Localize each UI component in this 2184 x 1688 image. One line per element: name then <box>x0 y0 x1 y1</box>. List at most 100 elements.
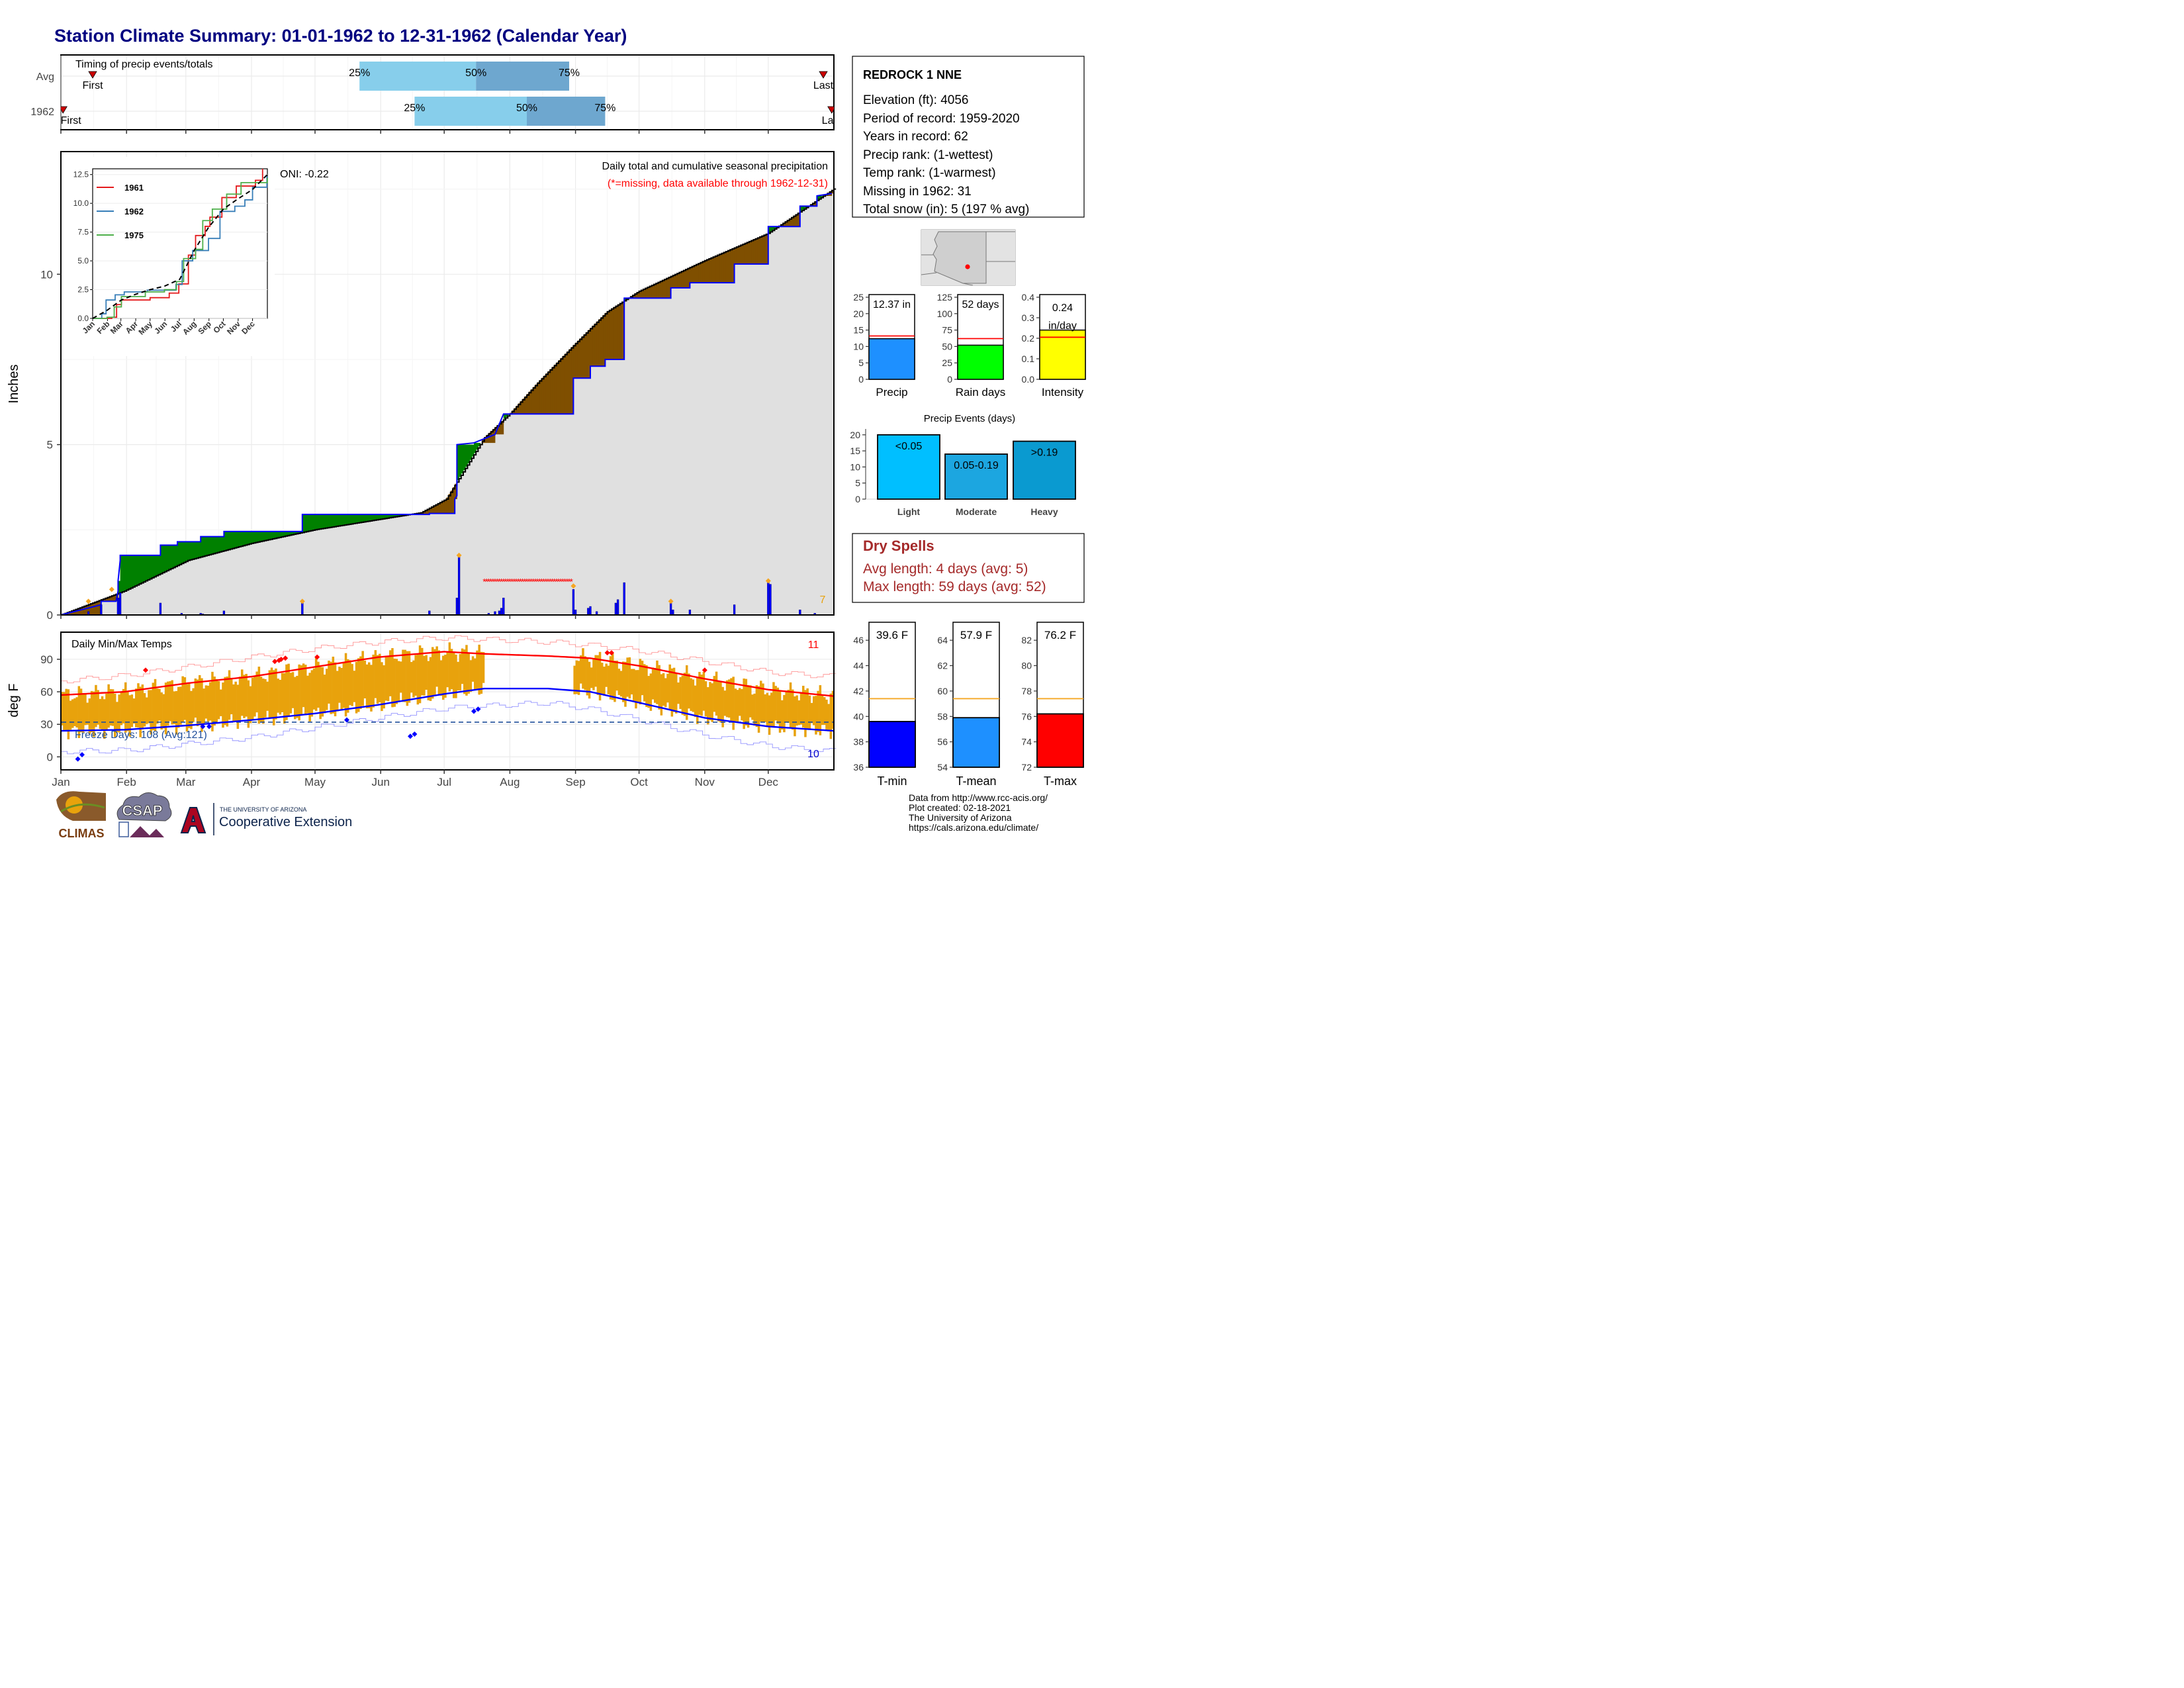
daily-temp-bar <box>77 686 81 739</box>
temp-bar-tick-label: 62 <box>937 661 948 671</box>
daily-temp-bar <box>116 702 118 732</box>
daily-temp-bar <box>213 677 216 726</box>
csap-bars-icon <box>118 821 129 837</box>
daily-temp-bar <box>605 663 608 687</box>
daily-temp-bar <box>700 675 703 716</box>
daily-temp-bar <box>230 677 233 715</box>
precip-y-tick-label: 5 <box>47 439 53 451</box>
below-average-fill <box>490 430 494 444</box>
daily-precip-bar <box>301 602 304 616</box>
above-average-fill <box>148 555 150 580</box>
above-average-fill <box>135 555 138 586</box>
below-average-fill <box>492 428 496 444</box>
missing-day-marker: * <box>563 577 567 587</box>
above-average-fill <box>257 531 261 542</box>
below-average-fill <box>686 269 688 288</box>
below-average-fill <box>95 602 97 615</box>
daily-precip-bar <box>733 604 736 616</box>
daily-temp-bar <box>725 680 729 718</box>
record-low-marker <box>200 724 206 729</box>
summary-bar-unit: in/day <box>1048 320 1077 332</box>
daily-temp-bar <box>427 661 430 700</box>
below-average-fill <box>516 405 519 414</box>
daily-temp-bar <box>355 661 358 714</box>
arizona-shape <box>933 231 987 284</box>
below-average-fill <box>612 308 614 359</box>
daily-temp-bar <box>312 668 316 710</box>
below-average-fill <box>531 389 533 414</box>
below-average-fill <box>664 279 667 299</box>
daily-temp-bar <box>154 679 157 731</box>
daily-temp-bar <box>410 662 413 693</box>
daily-temp-bar <box>255 671 258 713</box>
daily-temp-bar <box>63 692 66 730</box>
station-temp-rank: Temp rank: (1-warmest) <box>863 166 996 180</box>
daily-temp-bar <box>709 682 711 721</box>
record-max-line <box>61 635 837 684</box>
temp-bar-value: 76.2 F <box>1044 629 1076 641</box>
timing-bar-q3 <box>527 97 606 126</box>
below-average-fill <box>552 367 555 414</box>
above-average-fill <box>255 531 258 543</box>
daily-temp-bar <box>232 684 235 723</box>
daily-temp-bar <box>772 682 775 727</box>
footer-line-2: Plot created: 02-18-2021 <box>909 802 1011 813</box>
summary-bar-tick-label: 5 <box>858 357 864 368</box>
above-average-fill <box>368 514 371 522</box>
below-average-fill <box>792 216 794 227</box>
precip-event-bar-heavy <box>1013 440 1076 500</box>
climas-logo: CLIMAS <box>56 791 106 840</box>
above-average-fill <box>228 531 231 549</box>
below-average-fill <box>577 340 580 379</box>
daily-temp-bar <box>118 694 120 733</box>
above-average-fill <box>196 541 199 558</box>
record-high-marker <box>278 656 284 662</box>
large-event-marker <box>668 598 674 604</box>
daily-temp-bar <box>211 671 214 731</box>
below-average-fill <box>111 595 114 602</box>
daily-temp-bar <box>164 682 167 735</box>
above-average-fill <box>264 531 267 541</box>
below-average-fill <box>796 214 798 227</box>
daily-temp-bar <box>61 692 64 726</box>
below-average-fill <box>734 247 737 264</box>
inset-y-tick-label: 0.0 <box>77 314 89 323</box>
below-average-fill <box>658 281 660 299</box>
daily-temp-bar <box>817 690 819 732</box>
precip-event-bar-value: <0.05 <box>895 441 923 452</box>
daily-temp-bar <box>95 684 97 727</box>
daily-temp-bar <box>573 665 576 694</box>
above-average-fill <box>344 514 347 525</box>
below-average-fill <box>535 384 538 414</box>
daily-temp-bar <box>433 649 436 696</box>
precip-panel: ****************************************… <box>7 130 837 622</box>
daily-temp-bar <box>630 669 633 695</box>
daily-temp-bar <box>647 676 650 708</box>
above-average-fill <box>387 514 390 518</box>
daily-temp-bar <box>167 681 169 726</box>
csap-logo-text: CSAP <box>122 802 162 819</box>
daily-precip-bar <box>614 602 617 616</box>
above-average-fill <box>389 514 392 518</box>
large-event-marker <box>456 552 462 558</box>
inset-legend-label: 1961 <box>124 183 144 193</box>
above-average-fill <box>249 531 252 544</box>
daily-temp-bar <box>469 660 473 692</box>
summary-bar-tick-label: 0.1 <box>1022 353 1035 364</box>
above-average-fill <box>162 545 165 573</box>
daily-temp-bar <box>385 656 388 701</box>
daily-temp-bar <box>404 649 406 702</box>
summary-bar-tick-label: 50 <box>942 341 952 352</box>
above-average-fill <box>209 536 212 555</box>
daily-temp-bar <box>670 668 674 717</box>
below-average-fill <box>522 399 525 414</box>
daily-precip-bar <box>688 610 692 616</box>
missing-day-marker: * <box>531 577 535 587</box>
below-average-fill <box>643 289 646 299</box>
summary-bar-tick-label: 25 <box>942 357 952 368</box>
first-event-marker <box>61 106 68 114</box>
daily-temp-bar <box>686 665 688 720</box>
csap-cloud-icon <box>116 792 172 821</box>
below-average-fill <box>565 353 568 414</box>
daily-temp-bar <box>412 660 415 698</box>
